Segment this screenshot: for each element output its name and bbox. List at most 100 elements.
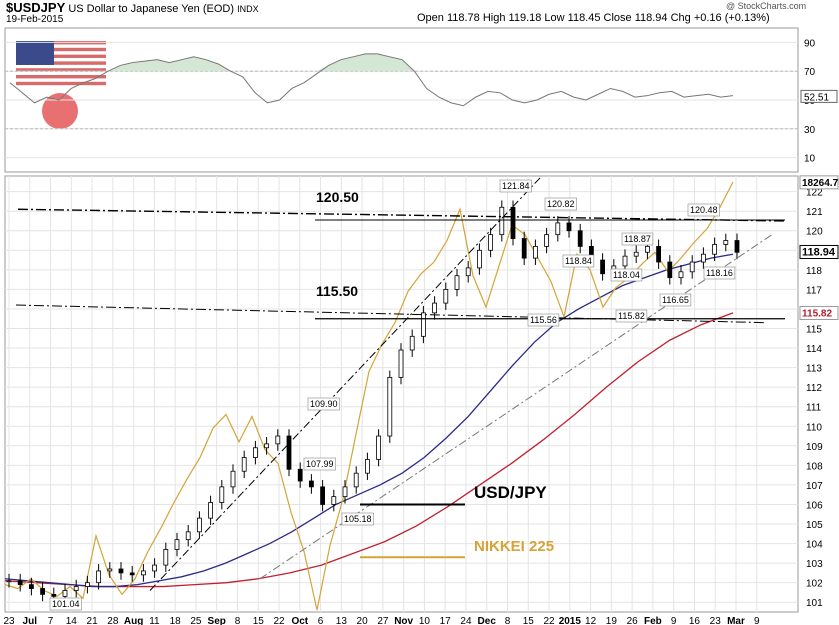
price-tick-label: 121 [806,207,823,218]
annotation-118-87: 118.87 [624,234,651,244]
price-tick-label: 101 [806,598,823,609]
rsi-tick-label: 90 [804,38,816,49]
price-bar-body [577,230,583,247]
price-bar-body [622,255,628,267]
price-tick-label: 104 [806,540,823,551]
chart-date: 19-Feb-2015 [6,14,64,25]
price-bar-body [521,238,527,259]
x-tick-label: Dec [478,616,497,625]
x-tick-label: 6 [318,616,324,625]
x-tick-label: 12 [585,616,597,625]
annotation-118-16: 118.16 [706,268,733,278]
annotation-118-04: 118.04 [613,270,640,280]
x-tick-label: 13 [336,616,348,625]
annotation-box [527,313,560,327]
price-bar-body [129,572,135,576]
price-bar-body [174,539,180,550]
x-tick-label: 14 [66,616,78,625]
ma-long-last-label: 115.82 [802,308,832,319]
x-tick-label: 9 [671,616,677,625]
level-label-115-50: 115.50 [316,283,358,299]
price-bar-body [241,457,247,472]
nikkei-label: NIKKEI 225 [474,538,554,555]
symbol-title: $USDJPY US Dollar to Japanese Yen (EOD) … [6,0,259,15]
price-bar-body [252,447,258,458]
nikkei-last-label-box [799,175,839,190]
price-bar-body [432,302,438,314]
x-tick-label: 18 [170,616,182,625]
price-bar-body [510,206,516,239]
price-tick-label: 117 [806,285,822,296]
annotation-101-04: 101.04 [52,599,80,609]
rsi-line [9,53,734,107]
level-label-120-50: 120.50 [316,189,359,205]
price-bar-body [353,472,359,488]
x-tick-label: 20 [357,616,369,625]
x-tick-label: 22 [543,616,555,625]
flag-stripe [16,68,106,72]
flag-stripe [16,75,106,79]
usdjpy-last-label-box [799,244,839,259]
flag-stripe [16,81,106,86]
usdjpy-label: USD/JPY [474,483,547,502]
x-tick-label: Oct [291,616,308,625]
nikkei-last-label: 18264.7 [802,178,839,189]
uptrend-channel-line [149,177,541,591]
price-bar-body [656,245,661,263]
annotation-box [303,457,336,471]
annotation-115-82: 115.82 [618,311,645,321]
x-tick-label: 10 [419,616,431,625]
nikkei-line [4,181,734,611]
annotation-118-84: 118.84 [565,256,592,266]
price-bar-body [420,312,426,337]
price-bar-body [6,580,12,583]
price-bar-body [185,531,191,541]
price-bar-body [633,251,639,257]
x-tick-label: 15 [523,616,535,625]
x-tick-label: 28 [107,616,119,625]
us-flag-icon [16,41,106,86]
annotation-116-65: 116.65 [662,295,689,305]
x-tick-label: 27 [377,616,389,625]
price-bar-body [196,517,202,533]
rsi-tick-label: 30 [804,125,816,136]
annotation-109-90: 109.90 [310,399,338,409]
price-bar-body [667,261,673,279]
flag-stripe [16,47,106,52]
x-tick-label: Sep [208,616,226,625]
price-bar-body [600,259,605,275]
x-tick-label: 11 [149,616,160,625]
rsi-tick-label: 10 [804,154,816,165]
x-tick-label: 8 [235,616,241,625]
x-tick-label: 25 [190,616,202,625]
price-tick-label: 111 [806,403,822,414]
price-bar-body [533,245,538,259]
price-bar-body [678,271,684,279]
flag-stripe [16,61,106,65]
x-tick-label: Jul [23,616,38,625]
rsi-overbought-fill [10,53,733,72]
price-tick-label: 122 [806,188,823,199]
annotation-box [341,512,374,526]
annotation-box [562,254,595,268]
x-tick-label: Feb [644,616,662,625]
support-dashed-line [15,304,766,324]
price-bar-body [320,486,326,505]
annotation-box [499,179,532,193]
price-bar-body [85,582,90,587]
price-bar-body [712,244,717,255]
price-bar-body [331,496,337,505]
annotation-box [610,268,643,282]
x-tick-label: 23 [3,616,15,625]
price-bar-body [140,570,146,576]
annotation-box [615,309,648,323]
price-bar-body [152,564,158,572]
ma-short-line [4,253,734,588]
price-bar-body [566,222,572,232]
price-bar-body [555,222,561,236]
x-tick-label: 15 [253,616,265,625]
price-bar-body [17,580,23,586]
price-bar-body [645,245,650,253]
price-tick-label: 106 [806,500,823,511]
